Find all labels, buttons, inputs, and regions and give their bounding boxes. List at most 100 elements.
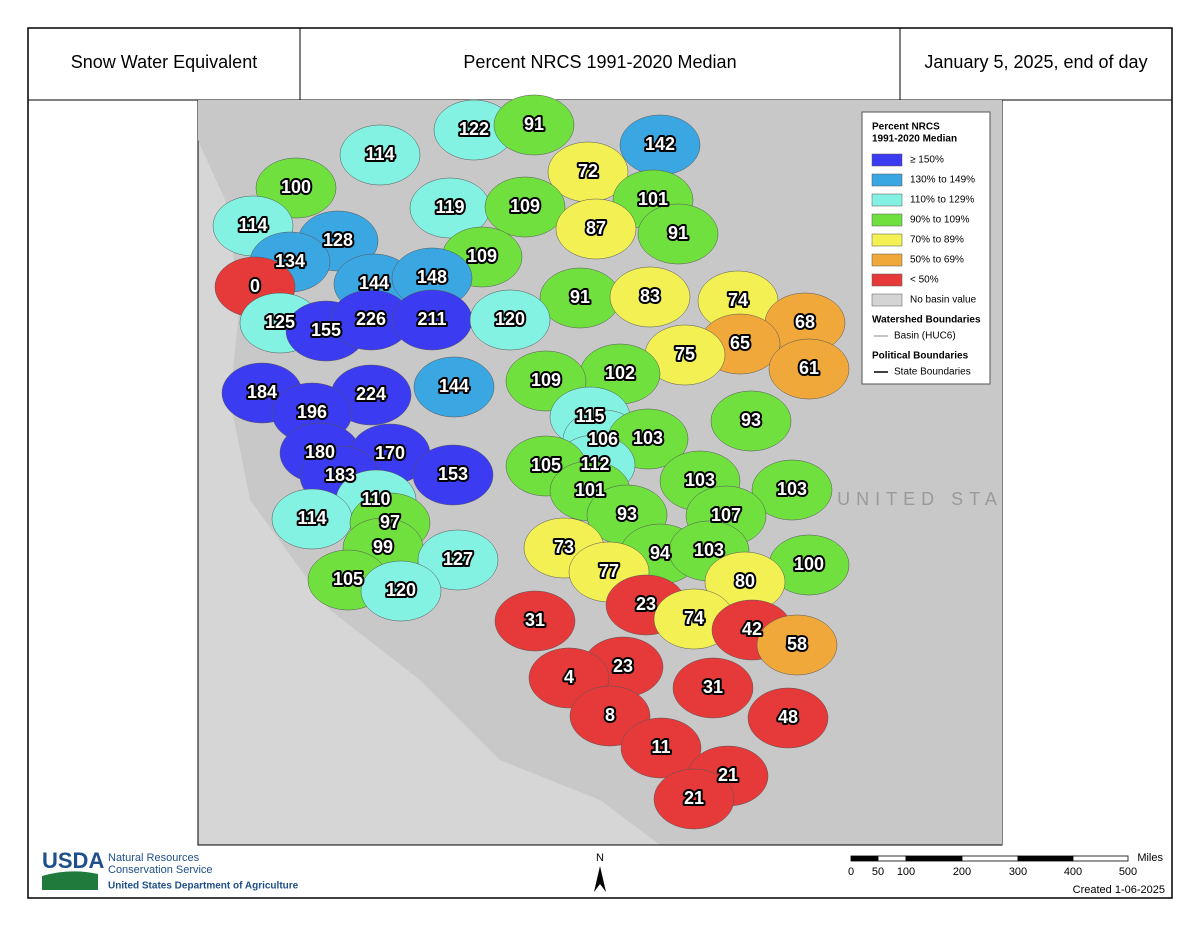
basin-label: 196	[297, 402, 327, 422]
basin-label: 122	[459, 119, 489, 139]
basin-label: 72	[578, 161, 598, 181]
basin-label: 109	[531, 370, 561, 390]
basin-label: 101	[575, 480, 605, 500]
legend-label: No basin value	[910, 295, 977, 306]
basin-label: 125	[265, 312, 295, 332]
scale-label: 500	[1119, 866, 1137, 878]
scale-segment	[961, 855, 1019, 862]
basin-area	[413, 356, 495, 418]
basin-area	[637, 203, 719, 265]
basin-area	[339, 124, 421, 186]
scale-label: 200	[953, 866, 971, 878]
basin-label: 100	[281, 177, 311, 197]
legend-swatch	[871, 153, 903, 167]
legend-swatch	[871, 253, 903, 267]
scale-segment	[905, 855, 963, 862]
basin-label: 119	[435, 197, 464, 217]
basin-label: 180	[305, 442, 335, 462]
basin-label: 91	[524, 114, 544, 134]
basin-label: 91	[668, 223, 688, 243]
basin-label: 11	[651, 737, 670, 757]
basin-area	[620, 717, 702, 779]
legend-heading: Political Boundaries	[872, 351, 969, 362]
legend-swatch	[871, 173, 903, 187]
basin-label: 109	[467, 246, 497, 266]
basin-label: 224	[356, 384, 386, 404]
scale-label: 0	[848, 866, 854, 878]
basin-area	[768, 338, 850, 400]
basin-label: 148	[417, 267, 447, 287]
agency-line: Natural Resources	[108, 852, 200, 864]
basin-label: 112	[580, 454, 609, 474]
basin-label: 31	[525, 610, 545, 630]
department: United States Department of Agriculture	[108, 881, 299, 892]
scale-label: 100	[897, 866, 915, 878]
basin-label: 80	[735, 571, 755, 591]
basin-label: 73	[554, 537, 574, 557]
basin-label: 58	[787, 634, 807, 654]
basin-label: 0	[250, 276, 260, 296]
usda-swoosh	[42, 871, 98, 890]
basin-label: 4	[564, 667, 574, 687]
legend-label: State Boundaries	[894, 367, 971, 378]
basin-label: 99	[373, 537, 393, 557]
country-label: UNITED STA	[837, 489, 1003, 509]
legend-label: ≥ 150%	[910, 155, 944, 166]
basin-label: 134	[275, 251, 305, 271]
basin-label: 23	[613, 656, 633, 676]
basin-label: 93	[617, 504, 637, 524]
basin-label: 74	[728, 290, 748, 310]
basin-area	[493, 94, 575, 156]
legend-swatch	[871, 213, 903, 227]
scale-label: 300	[1009, 866, 1027, 878]
basin-label: 105	[333, 569, 363, 589]
basin-label: 77	[599, 561, 619, 581]
header-right: January 5, 2025, end of day	[924, 52, 1147, 72]
basin-label: 110	[361, 489, 390, 509]
basin-label: 114	[365, 144, 394, 164]
usda-mark: USDA	[42, 848, 104, 873]
basin-area	[417, 529, 499, 591]
scale-segment	[1072, 855, 1129, 862]
legend-label: 110% to 129%	[910, 195, 974, 206]
basin-label: 91	[570, 287, 590, 307]
basin-label: 87	[586, 218, 606, 238]
basin-label: 65	[730, 333, 750, 353]
basin-label: 183	[325, 465, 355, 485]
basin-label: 120	[386, 580, 416, 600]
basin-label: 94	[650, 543, 670, 563]
legend-box	[861, 111, 991, 385]
basin-label: 100	[794, 554, 824, 574]
header-left: Snow Water Equivalent	[71, 52, 257, 72]
basin-label: 75	[675, 344, 695, 364]
legend-swatch	[871, 233, 903, 247]
basin-label: 105	[531, 455, 561, 475]
legend-label: < 50%	[910, 275, 939, 286]
header-center: Percent NRCS 1991-2020 Median	[463, 52, 736, 72]
basin-label: 42	[742, 619, 762, 639]
basin-area	[555, 198, 637, 260]
basin-label: 68	[795, 312, 815, 332]
basin-label: 107	[711, 505, 741, 525]
legend-swatch	[871, 193, 903, 207]
legend-swatch	[871, 293, 903, 307]
basin-label: 127	[443, 549, 473, 569]
scale-segment	[877, 855, 907, 862]
legend-label: 90% to 109%	[910, 215, 970, 226]
basin-label: 144	[439, 376, 469, 396]
legend-label: 50% to 69%	[910, 255, 964, 266]
basin-area	[494, 590, 576, 652]
basin-label: 142	[645, 134, 675, 154]
basin-area	[469, 289, 551, 351]
legend-label: Basin (HUC6)	[894, 331, 956, 342]
legend-swatch	[871, 273, 903, 287]
basin-label: 120	[495, 309, 525, 329]
basin-label: 103	[685, 470, 715, 490]
basin-label: 102	[605, 363, 635, 383]
basin-label: 226	[356, 309, 386, 329]
scale-segment	[850, 855, 879, 862]
basin-area	[747, 687, 829, 749]
basin-area	[484, 176, 566, 238]
